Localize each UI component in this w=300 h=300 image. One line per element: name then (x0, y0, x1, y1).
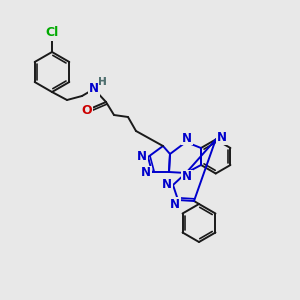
Text: Cl: Cl (45, 26, 58, 40)
Text: N: N (137, 149, 147, 163)
Text: N: N (170, 197, 180, 211)
Text: N: N (89, 82, 99, 95)
Text: H: H (98, 77, 106, 87)
Text: N: N (182, 131, 192, 145)
Text: N: N (89, 82, 99, 95)
Text: O: O (82, 103, 92, 116)
Text: Cl: Cl (45, 26, 58, 40)
Text: N: N (182, 170, 192, 184)
Text: N: N (162, 178, 172, 191)
Text: N: N (141, 167, 151, 179)
Text: O: O (82, 103, 92, 116)
Text: N: N (217, 131, 227, 144)
Text: H: H (98, 77, 106, 87)
